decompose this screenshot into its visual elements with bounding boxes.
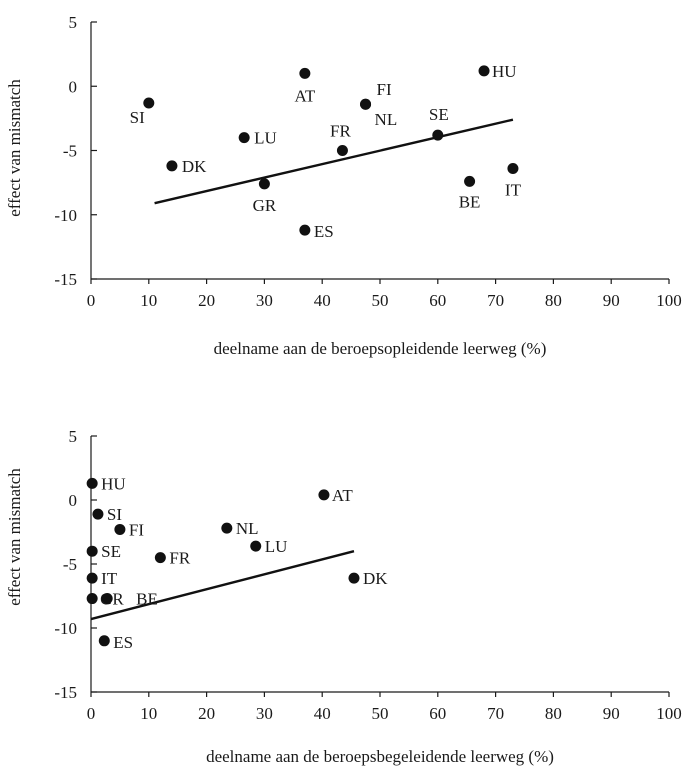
x-axis-label: deelname aan de beroepsbegeleidende leer… xyxy=(206,747,554,766)
y-axis-label: effect van mismatch xyxy=(5,79,24,217)
point-label-si: SI xyxy=(130,108,145,127)
y-tick-label: -15 xyxy=(54,270,77,289)
data-point-se xyxy=(432,129,444,141)
chart-panel-top: effect van mismatch deelname aan de bero… xyxy=(5,13,682,358)
x-tick-label: 0 xyxy=(87,704,96,723)
data-point-si xyxy=(92,508,104,520)
y-tick-label: 5 xyxy=(69,427,78,446)
point-label-si: SI xyxy=(107,505,122,524)
data-point-es xyxy=(299,224,311,236)
point-label-es: ES xyxy=(113,633,133,652)
x-tick-label: 0 xyxy=(87,291,96,310)
point-label-fi: FI xyxy=(129,520,144,539)
data-point-dk xyxy=(166,160,178,172)
data-point-es xyxy=(98,635,110,647)
point-label-fi: FI xyxy=(377,80,392,99)
y-tick-label: -10 xyxy=(54,206,77,225)
data-point-fr xyxy=(154,552,166,564)
x-tick-label: 10 xyxy=(140,291,157,310)
x-axis-label: deelname aan de beroepsopleidende leerwe… xyxy=(214,339,547,358)
point-label-se: SE xyxy=(101,542,121,561)
point-label-fr: FR xyxy=(330,122,351,141)
point-label-dk: DK xyxy=(182,157,207,176)
data-point-at xyxy=(299,67,311,79)
point-label-fr: FR xyxy=(169,549,190,568)
data-point-se xyxy=(86,545,98,557)
point-label-hu: HU xyxy=(492,62,517,81)
point-label-lu: LU xyxy=(265,537,288,556)
data-point-be xyxy=(464,175,476,187)
point-label-dk: DK xyxy=(363,569,388,588)
trend-line xyxy=(154,118,514,205)
x-tick-label: 50 xyxy=(372,291,389,310)
data-point-gr xyxy=(258,178,270,190)
x-tick-label: 80 xyxy=(545,704,562,723)
y-tick-label: -5 xyxy=(63,142,77,161)
data-point-si xyxy=(143,97,155,109)
x-tick-label: 70 xyxy=(487,704,504,723)
point-label-gr: GR xyxy=(253,196,277,215)
data-point-nl xyxy=(221,522,233,534)
data-point-it xyxy=(507,162,519,174)
point-label-nl: NL xyxy=(236,519,259,538)
x-tick-label: 30 xyxy=(256,291,273,310)
chart-panel-bottom: effect van mismatch deelname aan de bero… xyxy=(5,427,682,766)
point-label-it: IT xyxy=(101,569,118,588)
x-tick-label: 30 xyxy=(256,704,273,723)
x-tick-label: 80 xyxy=(545,291,562,310)
y-tick-label: 0 xyxy=(69,77,78,96)
y-tick-label: 5 xyxy=(69,13,78,32)
x-tick-label: 20 xyxy=(198,704,215,723)
point-label-at: AT xyxy=(294,86,315,105)
trend-line xyxy=(90,550,355,621)
point-label-nl: NL xyxy=(375,110,398,129)
x-tick-label: 20 xyxy=(198,291,215,310)
data-point-fi xyxy=(114,523,126,535)
point-label-hu: HU xyxy=(101,474,126,493)
y-axis-label: effect van mismatch xyxy=(5,468,24,606)
data-point-hu xyxy=(478,65,490,77)
data-point-dk xyxy=(348,572,360,584)
data-point-hu xyxy=(86,477,98,489)
data-point-gr xyxy=(86,593,98,605)
point-label-be: BE xyxy=(459,192,481,211)
point-label-se: SE xyxy=(429,105,449,124)
x-tick-label: 90 xyxy=(603,291,620,310)
x-tick-label: 90 xyxy=(603,704,620,723)
data-point-fr xyxy=(336,145,348,156)
data-point-be xyxy=(101,593,113,605)
x-tick-label: 40 xyxy=(314,291,331,310)
x-tick-label: 10 xyxy=(140,704,157,723)
y-tick-label: -10 xyxy=(54,619,77,638)
data-point-at xyxy=(318,489,330,501)
y-tick-label: 0 xyxy=(69,491,78,510)
data-point-lu xyxy=(250,540,262,552)
point-label-be: BE xyxy=(136,590,158,609)
y-tick-label: -15 xyxy=(54,683,77,702)
x-tick-label: 100 xyxy=(656,291,682,310)
x-tick-label: 60 xyxy=(429,291,446,310)
data-point-nl xyxy=(360,98,372,110)
x-tick-label: 40 xyxy=(314,704,331,723)
point-label-lu: LU xyxy=(254,129,277,148)
x-tick-label: 100 xyxy=(656,704,682,723)
point-label-at: AT xyxy=(332,486,353,505)
data-point-lu xyxy=(238,132,250,144)
y-tick-label: -5 xyxy=(63,555,77,574)
x-tick-label: 50 xyxy=(372,704,389,723)
x-tick-label: 70 xyxy=(487,291,504,310)
point-label-es: ES xyxy=(314,222,334,241)
x-tick-label: 60 xyxy=(429,704,446,723)
point-label-it: IT xyxy=(505,180,522,199)
data-point-it xyxy=(86,572,98,584)
